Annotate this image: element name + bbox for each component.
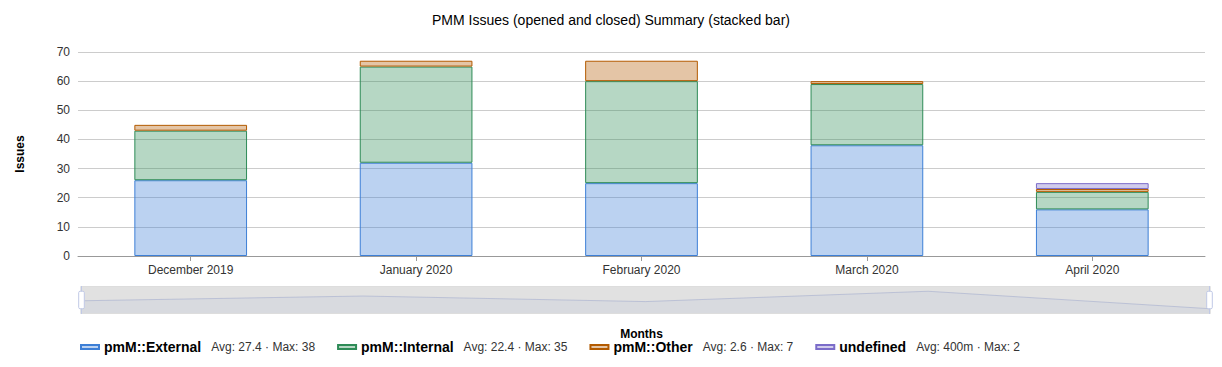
svg-text:10: 10 [57, 220, 71, 234]
svg-text:Avg: 27.4 · Max: 38: Avg: 27.4 · Max: 38 [211, 340, 315, 354]
svg-text:Avg: 400m · Max: 2: Avg: 400m · Max: 2 [916, 340, 1020, 354]
svg-text:70: 70 [57, 45, 71, 59]
svg-text:Months: Months [620, 327, 663, 341]
svg-text:pmM::Internal: pmM::Internal [361, 339, 454, 355]
svg-text:Avg: 22.4 · Max: 35: Avg: 22.4 · Max: 35 [464, 340, 568, 354]
svg-text:50: 50 [57, 103, 71, 117]
svg-text:60: 60 [57, 74, 71, 88]
svg-text:20: 20 [57, 191, 71, 205]
svg-text:December 2019: December 2019 [148, 263, 234, 277]
svg-text:30: 30 [57, 162, 71, 176]
svg-text:April 2020: April 2020 [1065, 263, 1119, 277]
svg-text:PMM Issues (opened and closed): PMM Issues (opened and closed) Summary (… [432, 12, 790, 28]
svg-text:Issues: Issues [13, 135, 27, 173]
svg-text:February 2020: February 2020 [602, 263, 680, 277]
svg-text:January 2020: January 2020 [380, 263, 453, 277]
svg-text:undefined: undefined [839, 339, 906, 355]
svg-text:Avg: 2.6 · Max: 7: Avg: 2.6 · Max: 7 [703, 340, 794, 354]
svg-text:pmM::External: pmM::External [104, 339, 201, 355]
svg-text:40: 40 [57, 132, 71, 146]
svg-text:March 2020: March 2020 [835, 263, 899, 277]
svg-text:pmM::Other: pmM::Other [613, 339, 693, 355]
svg-text:0: 0 [63, 249, 70, 263]
